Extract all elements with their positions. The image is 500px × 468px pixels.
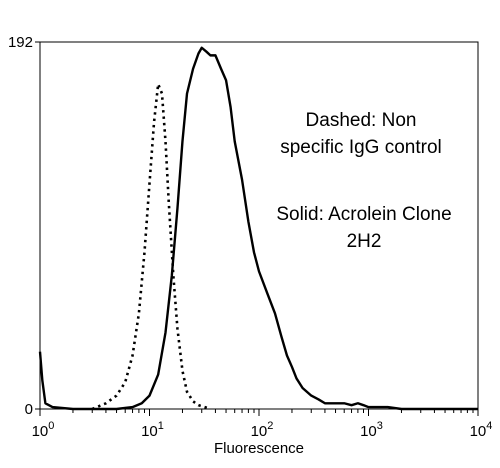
y-tick-label: 192	[8, 34, 33, 51]
annotation-solid-line: Solid: Acrolein Clone	[276, 204, 451, 225]
series-layer	[38, 46, 478, 411]
axes	[39, 41, 479, 410]
plot-frame	[39, 41, 479, 410]
dotted-series-line	[91, 82, 211, 411]
x-tick-label: 100	[32, 420, 55, 440]
y-tick-label: 0	[25, 401, 33, 418]
annotation-dashed-line: specific IgG control	[280, 137, 442, 158]
x-tick-label: 103	[360, 420, 383, 440]
x-tick-label: 102	[251, 420, 274, 440]
x-tick-label: 101	[141, 420, 164, 440]
legend-annotations: Dashed: Non specific IgG control Solid: Ac…	[276, 110, 451, 252]
x-tick-label: 104	[470, 420, 493, 440]
x-axis-title: Fluorescence	[214, 440, 304, 457]
annotation-dashed-line: Dashed: Non	[306, 110, 417, 131]
ticks-layer: 0 192 100 101 102 103 104	[8, 34, 492, 440]
annotation-solid-line: 2H2	[347, 231, 382, 252]
solid-series-line	[38, 46, 478, 411]
